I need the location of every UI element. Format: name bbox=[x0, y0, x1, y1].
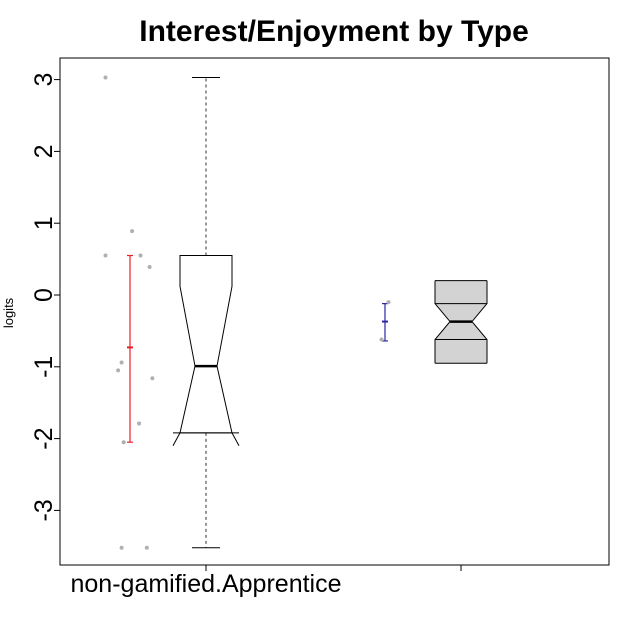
data-point bbox=[116, 368, 121, 373]
box-left-flare bbox=[172, 432, 181, 447]
data-point bbox=[103, 75, 108, 80]
box-group bbox=[379, 280, 488, 364]
data-point bbox=[130, 229, 135, 234]
data-point bbox=[150, 376, 155, 381]
y-tick-label: -1 bbox=[30, 356, 58, 378]
y-axis-label: logits bbox=[1, 297, 16, 328]
box-upper-fill bbox=[435, 280, 487, 322]
plot-frame bbox=[59, 57, 610, 566]
data-point bbox=[144, 545, 149, 550]
data-point bbox=[386, 300, 391, 305]
box-group bbox=[103, 75, 240, 550]
box-lower-fill bbox=[435, 321, 487, 364]
data-point bbox=[121, 440, 126, 445]
y-tick-label: 0 bbox=[30, 288, 58, 302]
data-point bbox=[119, 360, 124, 365]
chart-marks bbox=[103, 75, 488, 550]
box-body bbox=[179, 255, 233, 434]
box-right-flare bbox=[231, 432, 240, 447]
data-point bbox=[103, 253, 108, 258]
y-tick-label: 1 bbox=[30, 216, 58, 230]
x-tick-label: non-gamified.Apprentice bbox=[71, 570, 342, 598]
y-tick-label: -3 bbox=[30, 499, 58, 521]
x-axis: non-gamified.Apprentice bbox=[71, 565, 462, 598]
data-point bbox=[147, 264, 152, 269]
y-axis: -3 -2 -1 0 1 2 3 bbox=[30, 73, 60, 522]
data-point bbox=[119, 545, 124, 550]
y-tick-label: -2 bbox=[30, 427, 58, 449]
y-tick-label: 3 bbox=[30, 73, 58, 87]
data-point bbox=[137, 421, 142, 426]
data-point bbox=[138, 253, 143, 258]
data-point bbox=[379, 337, 384, 342]
chart-title: Interest/Enjoyment by Type bbox=[139, 15, 529, 48]
y-tick-label: 2 bbox=[30, 144, 58, 158]
